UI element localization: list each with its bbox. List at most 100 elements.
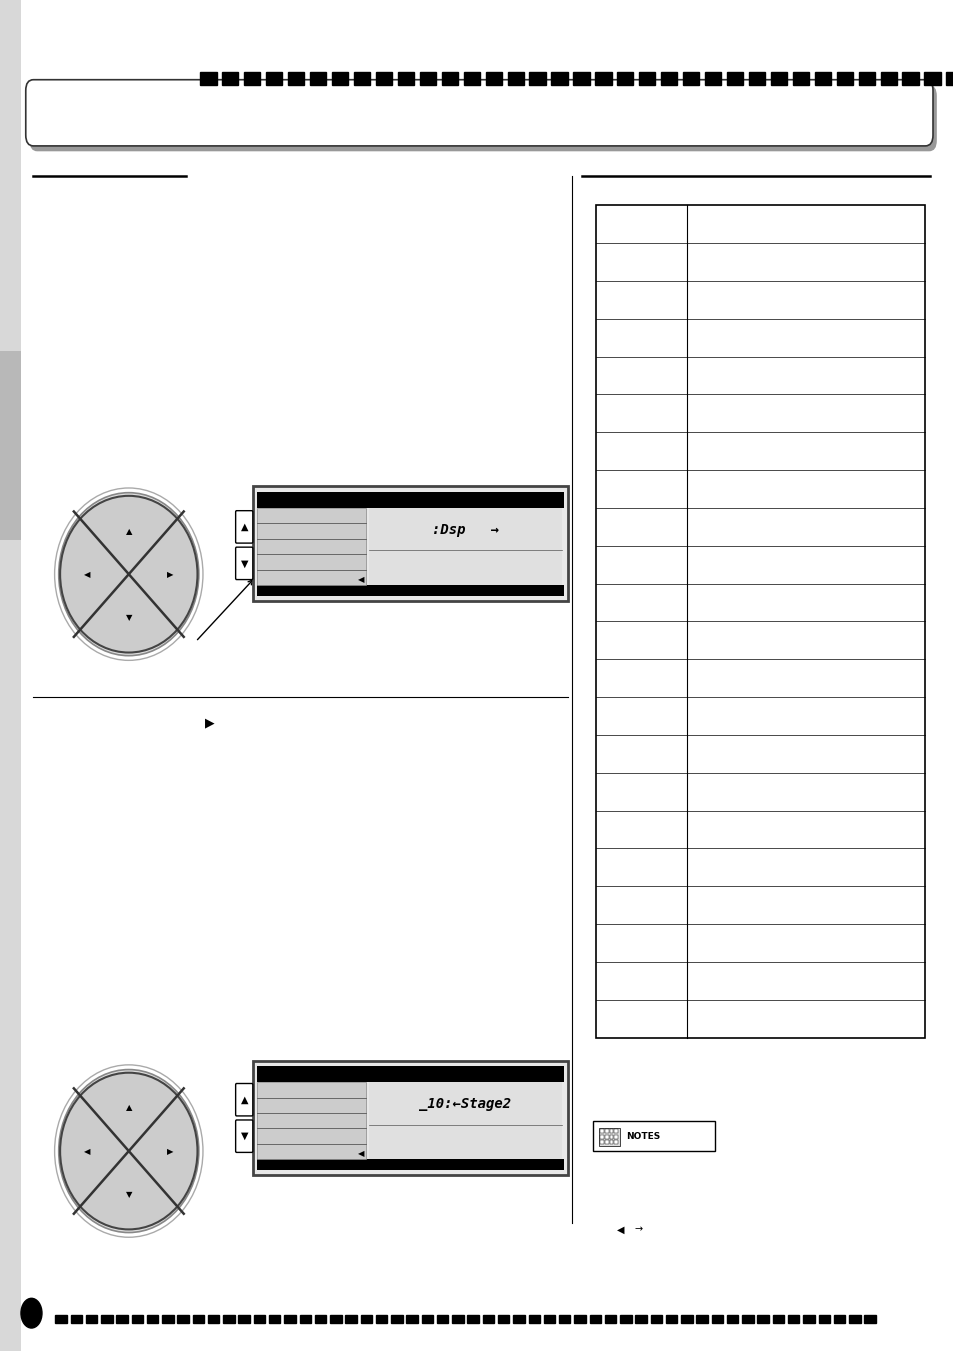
Bar [253, 486, 567, 601]
Bar [147, 1315, 158, 1323]
Bar [193, 1315, 204, 1323]
Bar [639, 72, 655, 85]
Bar [833, 1315, 844, 1323]
Text: ◀: ◀ [358, 1150, 364, 1158]
Bar [266, 72, 282, 85]
Bar [332, 72, 348, 85]
Bar [354, 72, 370, 85]
Bar [711, 1315, 722, 1323]
Bar [543, 1315, 555, 1323]
Bar [595, 72, 611, 85]
FancyBboxPatch shape [235, 1120, 253, 1152]
Bar [902, 72, 918, 85]
FancyBboxPatch shape [235, 1084, 253, 1116]
Bar [256, 1082, 366, 1159]
Bar [748, 72, 764, 85]
Bar [589, 1315, 600, 1323]
Bar [253, 1315, 265, 1323]
Text: ▶: ▶ [167, 570, 173, 578]
Bar [256, 1159, 563, 1170]
Bar [863, 1315, 875, 1323]
Bar [314, 1315, 326, 1323]
Bar [802, 1315, 814, 1323]
Bar [482, 1315, 494, 1323]
Bar [665, 1315, 677, 1323]
Text: ▼: ▼ [240, 558, 248, 569]
Text: ▶: ▶ [205, 716, 214, 730]
Bar [223, 1315, 234, 1323]
Bar [614, 1135, 618, 1139]
Bar [528, 1315, 539, 1323]
Bar [0, 351, 21, 540]
Bar [452, 1315, 463, 1323]
Circle shape [21, 1298, 42, 1328]
Bar [441, 72, 457, 85]
Bar [604, 1135, 608, 1139]
Ellipse shape [59, 1070, 198, 1232]
Text: →: → [424, 501, 434, 512]
Bar [551, 72, 567, 85]
Text: ▼: ▼ [240, 1131, 248, 1142]
Bar [836, 72, 852, 85]
Text: ▼: ▼ [126, 1190, 132, 1198]
Bar [617, 72, 633, 85]
Bar [598, 1128, 619, 1146]
Bar [162, 1315, 173, 1323]
Bar [375, 72, 392, 85]
Bar [419, 72, 436, 85]
Bar [741, 1315, 753, 1323]
Bar [770, 72, 786, 85]
Bar [71, 1315, 82, 1323]
Bar [116, 1315, 128, 1323]
Text: ◀: ◀ [84, 1147, 91, 1155]
FancyBboxPatch shape [235, 511, 253, 543]
Bar [397, 72, 414, 85]
Text: ◀: ◀ [84, 570, 91, 578]
Bar [345, 1315, 356, 1323]
Bar [596, 205, 924, 1038]
Bar [650, 1315, 661, 1323]
Text: ◀: ◀ [617, 1224, 624, 1235]
Bar [604, 1315, 616, 1323]
Text: :Dsp   →: :Dsp → [432, 523, 498, 536]
Bar [200, 72, 216, 85]
Bar [599, 1129, 603, 1133]
Bar [288, 72, 304, 85]
Bar [132, 1315, 143, 1323]
Text: ▲: ▲ [240, 1094, 248, 1105]
Bar [310, 72, 326, 85]
Bar [369, 508, 561, 585]
Bar [787, 1315, 799, 1323]
Bar [682, 72, 699, 85]
Bar [391, 1315, 402, 1323]
Bar [208, 1315, 219, 1323]
Bar [660, 72, 677, 85]
Text: ▲: ▲ [240, 521, 248, 532]
Bar [497, 1315, 509, 1323]
Bar [253, 1061, 567, 1175]
Bar [86, 1315, 97, 1323]
Bar [696, 1315, 707, 1323]
Bar [256, 1066, 563, 1082]
Bar [757, 1315, 768, 1323]
Text: _10:←Stage2: _10:←Stage2 [419, 1097, 511, 1111]
Bar [704, 72, 720, 85]
Bar [436, 1315, 448, 1323]
Bar [375, 1315, 387, 1323]
Bar [369, 1082, 561, 1159]
Bar [256, 492, 563, 508]
Bar [772, 1315, 783, 1323]
Bar [529, 72, 545, 85]
Text: NOTES: NOTES [625, 1132, 659, 1140]
Text: ▶: ▶ [167, 1147, 173, 1155]
Bar [604, 1140, 608, 1144]
Bar [593, 1121, 715, 1151]
Bar [177, 1315, 189, 1323]
Bar [848, 1315, 860, 1323]
Bar [244, 72, 260, 85]
Bar [619, 1315, 631, 1323]
FancyBboxPatch shape [26, 80, 932, 146]
Bar [222, 72, 238, 85]
Bar [680, 1315, 692, 1323]
Text: ◀: ◀ [358, 576, 364, 584]
